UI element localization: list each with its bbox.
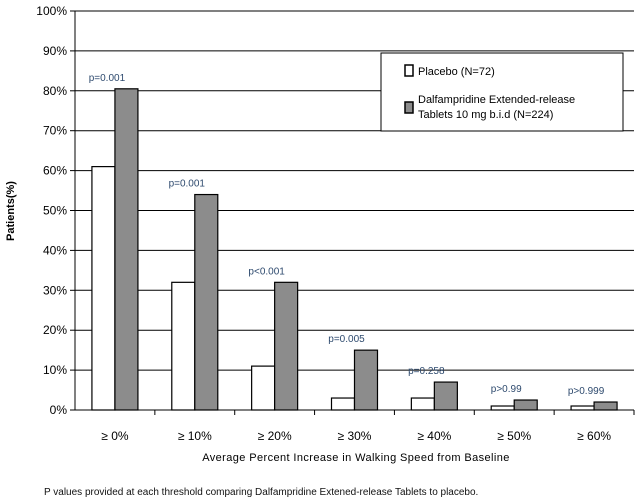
y-tick-label: 80%	[43, 84, 67, 98]
dalfampridine-bar	[353, 349, 379, 411]
legend-swatch-placebo	[404, 64, 414, 77]
y-tick-label: 10%	[43, 363, 67, 377]
x-tick-label: ≥ 30%	[338, 429, 372, 443]
p-value-annotations: p=0.001 p=0.001 p<0.001 p=0.005 p=0.258 p>0.9…	[89, 73, 605, 397]
placebo-bar	[410, 397, 435, 411]
legend-swatch-dalfampridine	[404, 101, 414, 114]
x-tick-label: ≥ 0%	[101, 429, 129, 443]
placebo-bar	[330, 397, 356, 411]
legend: Placebo (N=72) Dalfampridine Extended-rel…	[380, 52, 624, 132]
legend-box	[380, 52, 624, 132]
x-tick-label: ≥ 60%	[577, 429, 611, 443]
placebo-bar	[570, 405, 595, 411]
placebo-bar	[171, 281, 196, 411]
placebo-bar	[490, 405, 515, 411]
x-tick-label: ≥ 10%	[178, 429, 212, 443]
y-tick-label: 100%	[36, 4, 67, 18]
y-tick-label: 70%	[43, 124, 67, 138]
legend-label-dalfampridine: Dalfampridine Extended-release Tablets 10…	[418, 94, 575, 121]
p-value-label: p=0.005	[328, 334, 365, 345]
x-tick-label: ≥ 40%	[417, 429, 451, 443]
x-axis-title: Average Percent Increase in Walking Spee…	[202, 452, 510, 464]
y-tick-label: 0%	[50, 403, 68, 417]
dalfampridine-bar	[274, 281, 299, 411]
footnote: P values provided at each threshold comp…	[44, 487, 479, 498]
p-value-label: p<0.001	[248, 266, 285, 277]
dalfampridine-bar	[114, 88, 139, 411]
dalfampridine-bar	[513, 399, 538, 411]
p-value-label: p>0.99	[491, 384, 522, 395]
x-tick-label: ≥ 50%	[497, 429, 531, 443]
placebo-bar	[91, 166, 116, 411]
dalfampridine-bar	[194, 193, 219, 411]
legend-label-placebo: Placebo (N=72)	[418, 66, 495, 78]
y-tick-label: 60%	[43, 164, 67, 178]
y-tick-label: 30%	[43, 283, 67, 297]
p-value-label: p=0.001	[169, 179, 206, 190]
x-tick-label: ≥ 20%	[258, 429, 292, 443]
dalfampridine-bar	[433, 381, 458, 411]
p-value-label: p=0.001	[89, 73, 126, 84]
gridlines	[75, 10, 634, 411]
p-value-label: p=0.258	[408, 366, 445, 377]
p-value-label: p>0.999	[568, 386, 605, 397]
tick-labels: 0% 10% 20% 30% 40% 50% 60% 70% 80% 90% 100% ≥ 0% ≥ 1…	[36, 4, 611, 443]
y-tick-label: 50%	[43, 204, 67, 218]
placebo-bar	[251, 365, 276, 411]
bars	[91, 88, 618, 411]
y-tick-label: 20%	[43, 323, 67, 337]
y-tick-label: 40%	[43, 243, 67, 257]
y-tick-label: 90%	[43, 44, 67, 58]
dalfampridine-bar	[593, 401, 618, 411]
y-axis-title: Patients(%)	[5, 181, 17, 241]
